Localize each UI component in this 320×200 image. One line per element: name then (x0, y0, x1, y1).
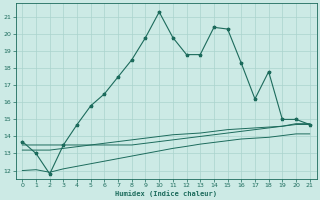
X-axis label: Humidex (Indice chaleur): Humidex (Indice chaleur) (115, 190, 217, 197)
